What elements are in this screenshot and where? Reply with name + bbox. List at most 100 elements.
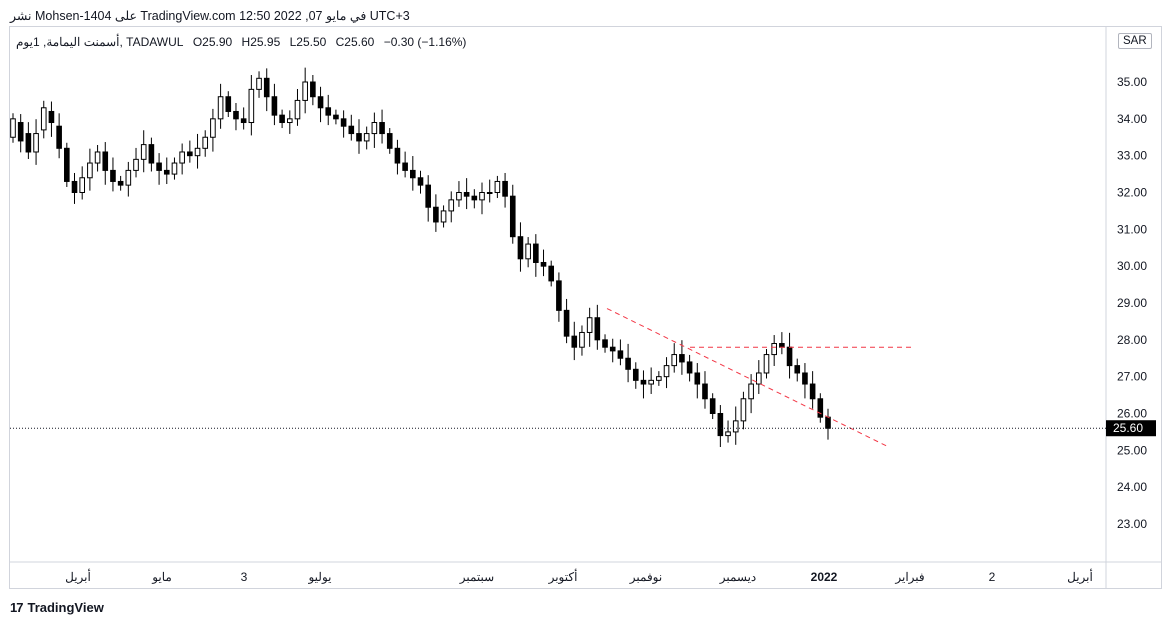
candle (748, 374, 754, 414)
candle (263, 68, 270, 112)
candle (386, 128, 393, 154)
candle (10, 113, 16, 143)
tradingview-logo-icon: 17 (10, 600, 24, 615)
symbol-legend: أسمنت اليمامة, 1يوم, TADAWUL O25.90 H25.… (16, 35, 472, 49)
candle-body (379, 122, 385, 135)
candle (448, 191, 455, 223)
x-tick-label: 2 (989, 570, 996, 584)
candle-body (17, 122, 24, 142)
candle (56, 113, 62, 159)
candle (156, 153, 162, 185)
currency-button[interactable]: SAR (1118, 33, 1152, 49)
legend-symbol[interactable]: أسمنت اليمامة, 1يوم, TADAWUL (16, 35, 184, 49)
candle (94, 144, 101, 172)
candle-body (140, 144, 147, 160)
candle (779, 332, 785, 355)
x-tick-label: ديسمبر (719, 570, 757, 584)
candle-body (456, 192, 462, 201)
candle (632, 362, 639, 389)
candle (440, 205, 447, 228)
candle (333, 109, 339, 125)
y-tick-label: 34.00 (1117, 112, 1147, 126)
candle-body (363, 133, 370, 142)
candle-body (79, 177, 86, 193)
candle-body (87, 162, 93, 179)
candle-body (33, 133, 39, 153)
candle (817, 393, 824, 423)
candle-body (548, 265, 555, 282)
candle (617, 339, 624, 366)
candle-body (533, 243, 539, 263)
candle-body (179, 151, 185, 164)
candle-body (10, 118, 16, 138)
candle-body (233, 110, 239, 120)
candle-body (617, 350, 624, 359)
candle-body (102, 151, 109, 171)
y-tick-label: 27.00 (1117, 370, 1147, 384)
candle (625, 343, 631, 383)
candle-body (187, 151, 193, 157)
candle (533, 234, 539, 277)
candle-body (755, 372, 762, 385)
candle (79, 166, 86, 200)
candle-body (194, 147, 201, 157)
candle (694, 363, 701, 399)
candle (194, 133, 201, 169)
candle (486, 179, 493, 203)
tradingview-logo[interactable]: 17 TradingView (10, 600, 104, 615)
candle-body (148, 144, 155, 164)
candle-body (117, 180, 124, 186)
candle-body (286, 118, 293, 124)
candle-body (394, 147, 401, 164)
candle-body (48, 110, 55, 124)
candle (117, 175, 124, 191)
legend-close: C25.60 (335, 35, 375, 49)
candle (802, 363, 808, 399)
candle (179, 143, 185, 175)
candle (363, 126, 370, 150)
candle (509, 184, 516, 244)
candle-body (317, 96, 324, 109)
candle (456, 181, 462, 207)
candle (171, 157, 178, 180)
candle (425, 175, 431, 222)
candle-body (386, 133, 393, 149)
candle (702, 371, 708, 409)
candle (433, 194, 439, 232)
candle-body (333, 114, 339, 120)
candle (233, 102, 239, 131)
candle-body (702, 383, 708, 400)
candle-body (440, 210, 447, 223)
candle-body (725, 431, 731, 437)
descending-trendline (606, 308, 889, 448)
candle (33, 119, 39, 165)
candle-body (625, 357, 631, 370)
candle-body (171, 162, 178, 175)
candle (356, 119, 362, 154)
y-tick-label: 29.00 (1117, 296, 1147, 310)
candle-body (433, 206, 439, 223)
x-tick-label: يوليو (307, 570, 331, 584)
chart-frame[interactable] (9, 26, 1162, 589)
candle (594, 304, 601, 350)
candle (102, 142, 109, 185)
candle-body (525, 243, 531, 260)
last-price-tag (1106, 420, 1156, 437)
candle (40, 100, 47, 139)
candle (755, 360, 762, 394)
candle (294, 88, 301, 126)
candle (394, 139, 401, 175)
candle (771, 335, 777, 366)
candle-body (656, 376, 662, 381)
candle-body (463, 192, 470, 197)
candle-body (202, 136, 209, 149)
candle (548, 260, 555, 287)
candle-body (586, 317, 593, 333)
candle (540, 249, 547, 277)
y-tick-label: 26.00 (1117, 407, 1147, 421)
candle (379, 109, 385, 144)
candle-body (248, 88, 255, 124)
x-tick-label: 2022 (811, 570, 838, 584)
x-tick-label: نوفمبر (629, 570, 662, 584)
